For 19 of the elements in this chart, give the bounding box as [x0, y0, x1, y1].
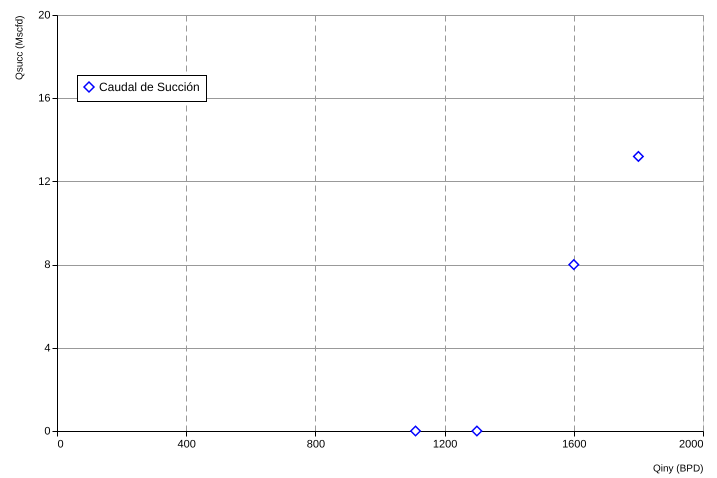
- y-tick-label: 4: [44, 342, 50, 354]
- point: [568, 259, 580, 270]
- x-tick-label: 800: [306, 438, 326, 450]
- y-axis-title: Qsucc (Mscfd): [14, 16, 26, 80]
- y-tick-label: 16: [38, 92, 50, 105]
- x-tick-label: 0: [58, 438, 64, 450]
- y-tick-label: 20: [38, 10, 50, 22]
- y-tick-label: 12: [38, 176, 50, 188]
- point: [471, 426, 482, 436]
- x-tick-label: 1200: [432, 438, 458, 450]
- legend-label: Caudal de Succión: [99, 80, 200, 94]
- point: [410, 426, 422, 436]
- y-tick-label: 0: [44, 426, 50, 438]
- x-tick-label: 2000: [679, 438, 704, 450]
- point: [632, 150, 644, 162]
- x-axis-title: Qiny (BPD): [652, 464, 704, 474]
- y-tick-label: 8: [44, 259, 50, 272]
- x-tick-label: 400: [178, 438, 196, 450]
- x-tick-label: 1600: [562, 438, 587, 450]
